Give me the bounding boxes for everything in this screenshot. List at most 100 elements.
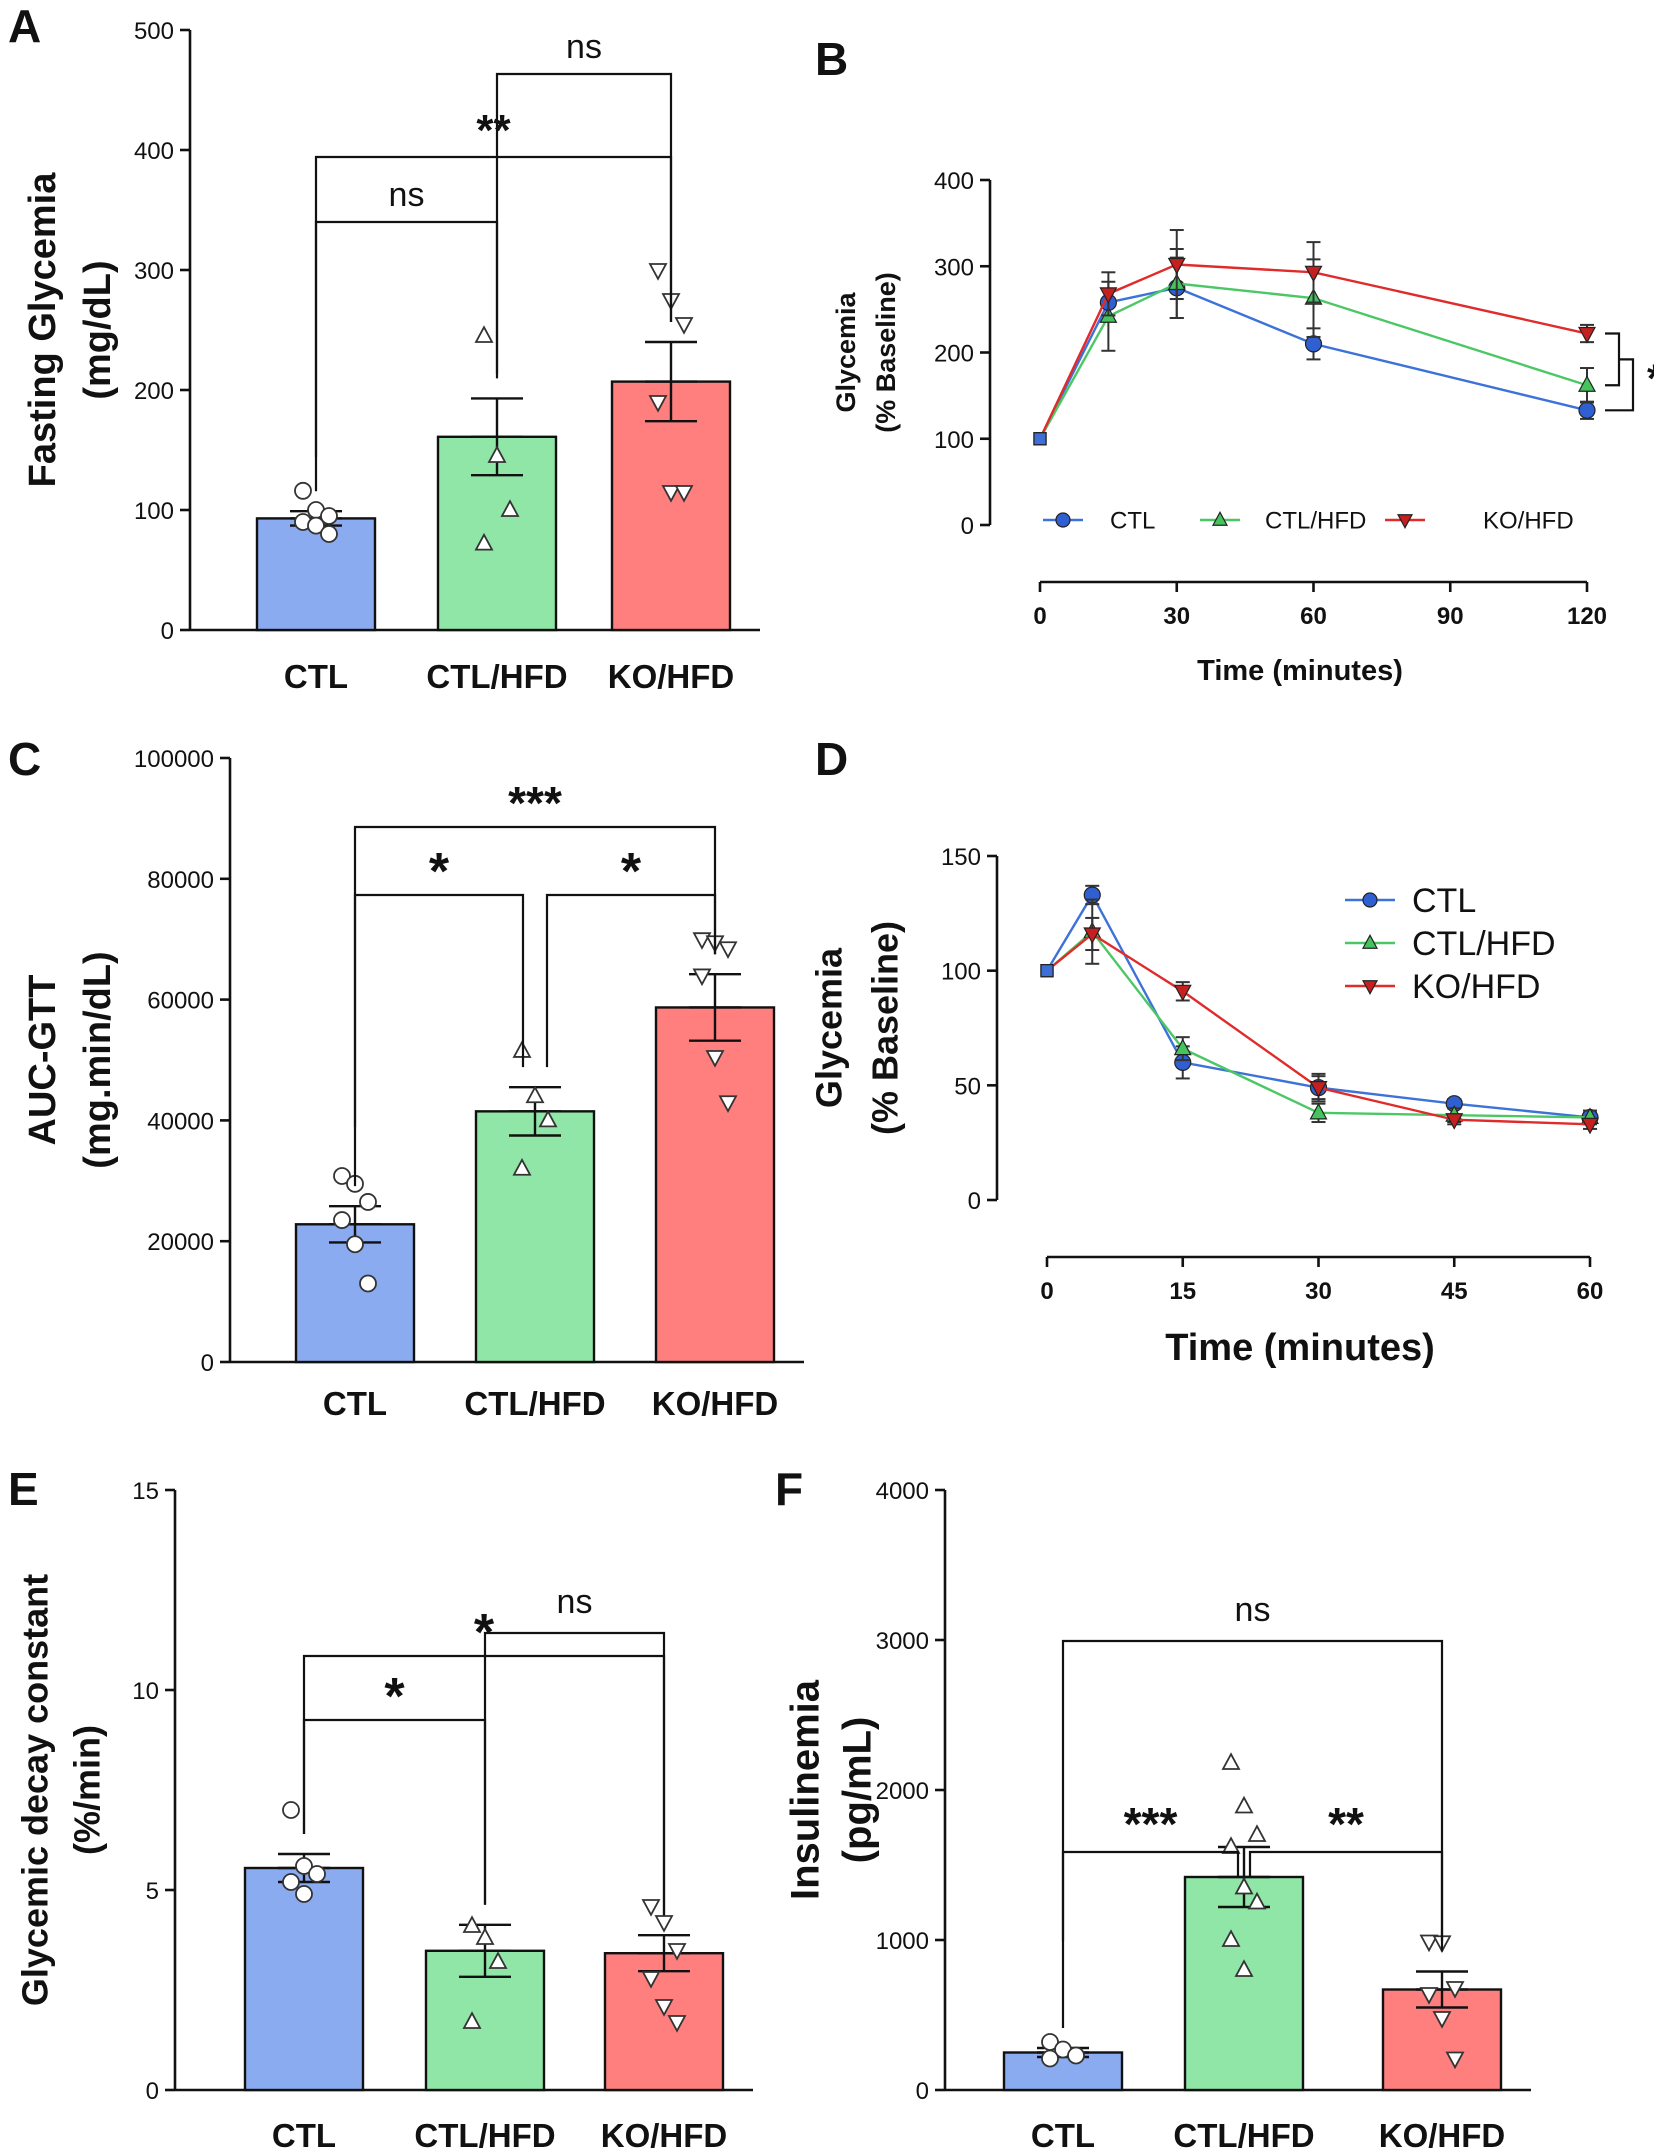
data-point — [1578, 401, 1596, 419]
bar — [610, 380, 732, 632]
data-point — [1577, 326, 1597, 344]
y-axis-label-line: Glycemic decay constant — [15, 1574, 56, 2006]
significance-label: * — [429, 843, 450, 901]
y-tick-label: 15 — [132, 1478, 159, 1505]
y-tick-label: 100 — [934, 427, 974, 454]
legend-label: CTL/HFD — [1265, 507, 1366, 534]
y-axis-label-line: (% Baseline) — [871, 272, 901, 433]
data-point — [705, 1050, 725, 1068]
panel-letter-e: E — [8, 1463, 39, 1515]
y-axis-label-line: Fasting Glycemia — [22, 172, 64, 488]
y-tick-label: 2000 — [876, 1778, 929, 1805]
legend-marker — [1361, 980, 1379, 995]
legend-label: KO/HFD — [1483, 507, 1574, 534]
bar — [474, 1110, 596, 1364]
significance-label: *** — [1124, 1798, 1178, 1850]
category-label: CTL/HFD — [426, 658, 567, 695]
y-tick-label: 0 — [201, 1350, 214, 1377]
y-tick-label: 200 — [934, 341, 974, 368]
data-point — [1221, 1836, 1241, 1854]
data-point — [462, 1915, 482, 1933]
data-point — [661, 485, 681, 503]
y-tick-label: 3000 — [876, 1628, 929, 1655]
data-point — [474, 325, 494, 343]
y-tick-label: 100000 — [134, 746, 214, 773]
category-label: CTL — [272, 2117, 336, 2150]
data-point — [320, 525, 338, 543]
category-label: CTL/HFD — [464, 1385, 605, 1422]
y-tick-label: 0 — [146, 2078, 159, 2105]
x-tick-label: 45 — [1441, 1278, 1468, 1305]
significance-label: ** — [476, 106, 511, 155]
significance-label: * — [621, 843, 642, 901]
category-label: CTL — [284, 658, 348, 695]
data-point — [1577, 375, 1597, 392]
data-point — [1234, 1795, 1254, 1814]
panel-a-fasting-glycemia: 0 100 200 300 400 500 Fasting Glycemia (mg/dL) C… — [22, 18, 760, 695]
y-axis-label: Fasting Glycemia (mg/dL) — [22, 172, 119, 488]
significance-label: ** — [1328, 1798, 1364, 1850]
data-point — [1221, 1929, 1241, 1947]
data-point — [295, 1885, 313, 1903]
y-tick-label: 1000 — [876, 1928, 929, 1955]
category-label: KO/HFD — [1379, 2117, 1506, 2150]
y-axis-label: Insulinemia (pg/mL) — [784, 1679, 880, 1900]
x-tick-label: 0 — [1040, 1278, 1053, 1305]
data-point — [692, 932, 712, 950]
data-point — [1173, 1038, 1192, 1056]
y-axis-label-line: (pg/mL) — [836, 1717, 880, 1864]
data-point — [1234, 1876, 1254, 1895]
data-point — [282, 1873, 300, 1891]
panel-letter-d: D — [815, 733, 848, 785]
data-point — [346, 1235, 364, 1254]
data-point — [1419, 1987, 1439, 2005]
legend-marker — [1362, 892, 1378, 908]
data-point — [1445, 1113, 1464, 1130]
y-tick-label: 20000 — [147, 1229, 214, 1256]
data-point — [1234, 1959, 1254, 1977]
y-tick-label: 300 — [134, 258, 174, 285]
data-point — [1040, 964, 1054, 978]
bar — [1183, 1875, 1305, 2092]
data-point — [282, 1801, 300, 1819]
data-point — [1247, 1891, 1267, 1910]
significance-label: * — [384, 1668, 405, 1726]
data-point — [1445, 2051, 1465, 2070]
data-point — [500, 499, 520, 517]
y-tick-label: 400 — [934, 168, 974, 195]
data-point — [512, 1158, 532, 1176]
y-axis-label-line: (mg/dL) — [77, 260, 119, 399]
y-axis-label: Glycemic decay constant (%/min) — [15, 1574, 108, 2006]
data-point — [307, 516, 325, 535]
data-point — [525, 1085, 545, 1104]
legend-label: KO/HFD — [1412, 968, 1540, 1006]
data-point — [359, 1193, 377, 1211]
panel-b-gtt-curve: 0 100 200 300 400 0 30 60 90 120 Time (minutes) Gly… — [831, 168, 1654, 687]
data-point — [667, 1943, 687, 1961]
data-point — [308, 1865, 326, 1883]
bar — [603, 1951, 725, 2092]
significance-bracket — [483, 1631, 666, 1916]
data-point — [320, 507, 338, 525]
data-point — [1309, 1102, 1328, 1120]
bar — [243, 1866, 365, 2092]
data-point — [654, 1915, 674, 1933]
panel-c-auc-gtt: 0 20000 40000 60000 80000 100000 AUC-GTT (mg.mi… — [22, 746, 804, 1422]
data-point — [1167, 257, 1186, 275]
data-point — [1041, 2049, 1059, 2068]
y-tick-label: 80000 — [147, 867, 214, 894]
x-tick-label: 90 — [1437, 603, 1464, 630]
x-tick-label: 60 — [1577, 1278, 1604, 1305]
data-point — [1445, 1981, 1465, 1999]
x-tick-label: 120 — [1567, 603, 1607, 630]
significance-label: ns — [389, 176, 425, 214]
category-label: KO/HFD — [601, 2117, 728, 2150]
data-point — [1173, 984, 1192, 1002]
category-label: CTL/HFD — [414, 2117, 555, 2150]
series-line — [1045, 892, 1591, 1119]
x-tick-label: 0 — [1033, 603, 1046, 630]
significance-label: *** — [508, 777, 562, 829]
y-axis-label-line: Glycemia — [809, 947, 850, 1108]
legend-marker — [1211, 511, 1229, 526]
x-tick-label: 15 — [1169, 1278, 1196, 1305]
